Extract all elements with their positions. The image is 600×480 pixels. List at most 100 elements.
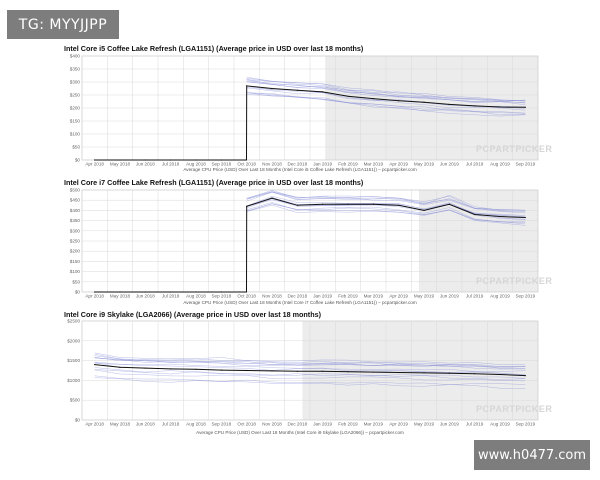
y-tick-label: $350 [70,67,81,72]
data-point [296,89,298,91]
x-tick-label: Jul 2019 [466,294,484,299]
x-tick-label: May 2018 [110,162,131,167]
x-tick-label: Sep 2018 [211,422,231,427]
x-tick-label: May 2018 [110,294,131,299]
brand-watermark: PCPARTPICKER [476,144,552,154]
x-tick-label: Apr 2019 [389,294,408,299]
x-tick-label: Aug 2018 [186,294,206,299]
product-price-line [94,357,526,370]
product-price-line [246,204,526,226]
y-tick-label: $300 [70,80,81,85]
x-tick-label: Jan 2019 [313,294,332,299]
x-tick-label: Oct 2018 [237,422,256,427]
data-point [271,370,273,372]
product-price-line [246,79,526,104]
product-price-line [94,377,526,390]
data-point [144,291,146,293]
product-price-line [246,81,526,103]
chart-svg: $0 $50 $100 $150 $200 $250 $300 $350 $400 $450 $50… [70,188,552,299]
chart-svg: $0 $50 $100 $150 $200 $250 $300 $350 $400 Apr 201… [70,54,552,167]
x-tick-label: Nov 2018 [262,294,282,299]
data-point [119,291,121,293]
data-point [347,203,349,205]
x-tick-label: Jul 2019 [466,422,484,427]
y-tick-label: $2000 [67,338,80,343]
chart-title: Intel Core i7 Coffee Lake Refresh (LGA11… [64,178,364,187]
product-price-line [246,94,526,117]
chart-title: Intel Core i5 Coffee Lake Refresh (LGA11… [64,44,364,53]
x-tick-label: Nov 2018 [262,422,282,427]
x-tick-label: Jun 2019 [440,294,459,299]
x-tick-label: Mar 2019 [364,422,384,427]
y-tick-label: $400 [70,54,81,59]
x-tick-label: Oct 2018 [237,162,256,167]
x-tick-label: Feb 2019 [338,422,358,427]
product-price-line [246,78,526,102]
data-point [271,197,273,199]
data-point [474,213,476,216]
y-tick-label: $1000 [67,378,80,383]
chart-svg: $0 $500 $1000 $1500 $2000 $2500 Apr 2018 May 20… [67,319,552,427]
y-tick-label: $150 [70,259,81,264]
x-tick-label: Feb 2019 [338,294,358,299]
x-tick-label: Jun 2019 [440,162,459,167]
data-point [144,367,146,369]
product-price-line [246,92,526,114]
data-point [372,203,374,205]
y-tick-label: $200 [70,249,81,254]
y-tick-label: $50 [72,145,80,150]
x-tick-label: Aug 2019 [490,294,510,299]
data-point [144,159,146,161]
y-tick-label: $400 [70,208,81,213]
x-tick-label: Aug 2019 [490,162,510,167]
y-tick-label: $250 [70,239,81,244]
x-tick-label: Aug 2018 [186,422,206,427]
data-point [398,204,400,206]
data-point [448,103,450,105]
x-tick-label: Sep 2019 [515,422,535,427]
product-price-line [94,369,526,382]
y-tick-label: $0 [75,418,81,423]
data-point [499,106,501,108]
data-point [119,159,121,161]
data-point [246,369,248,372]
product-price-line [94,355,526,367]
data-point [524,216,526,219]
data-point [448,372,450,374]
x-tick-label: Jun 2018 [136,294,155,299]
y-tick-label: $300 [70,228,81,233]
product-price-line [246,81,526,106]
chart-panel-i7: Intel Core i7 Coffee Lake Refresh (LGA11… [60,178,552,310]
x-tick-label: Sep 2018 [211,162,231,167]
watermark-top: TG: MYYJJPP [7,10,119,39]
product-price-line [246,198,526,220]
product-price-line [246,191,526,214]
x-tick-label: Apr 2019 [389,162,408,167]
x-tick-label: May 2019 [414,422,435,427]
x-tick-label: Aug 2018 [186,162,206,167]
x-tick-label: Jun 2018 [136,162,155,167]
data-point [322,370,324,372]
data-point [195,159,197,161]
x-tick-label: Sep 2019 [515,162,535,167]
x-tick-label: Jan 2019 [313,162,332,167]
data-point [524,106,526,108]
brand-watermark: PCPARTPICKER [476,276,552,286]
data-point [372,98,374,100]
data-point [220,369,222,371]
x-tick-label: Jul 2019 [466,162,484,167]
chart-title: Intel Core i9 Skylake (LGA2066) (Average… [64,310,321,319]
x-tick-label: Sep 2019 [515,294,535,299]
y-tick-label: $50 [72,279,80,284]
x-tick-label: May 2019 [414,294,435,299]
x-tick-label: Apr 2018 [85,422,104,427]
chart-caption: Average CPU Price (USD) Over Last 18 Mon… [196,430,404,435]
watermark-bottom: www.h0477.com [474,440,590,470]
data-point [499,373,501,376]
data-point [94,159,96,161]
product-price-line [94,361,526,372]
data-point [246,85,248,87]
average-price-line [94,364,526,377]
data-point [119,366,121,368]
x-tick-label: Jun 2018 [136,422,155,427]
